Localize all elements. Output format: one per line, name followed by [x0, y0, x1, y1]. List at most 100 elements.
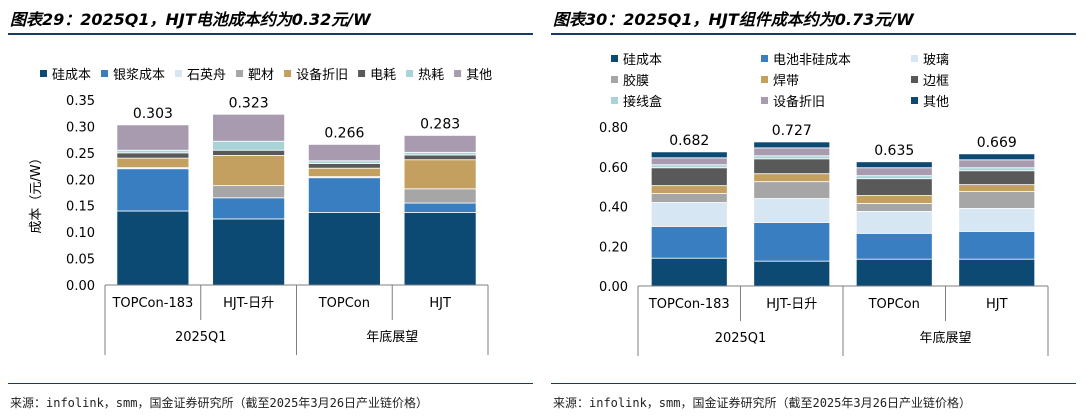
bar-total-label: 0.727: [772, 123, 812, 139]
bar-segment: [958, 167, 1036, 172]
legend-label: 电池非硅成本: [773, 53, 851, 68]
bar-segment: [753, 155, 831, 160]
y-tick-label: 0.80: [599, 121, 628, 136]
bar-segment: [307, 163, 381, 169]
x-tick-label: TOPCon: [868, 297, 920, 312]
legend-swatch: [175, 70, 183, 77]
y-tick-label: 0.10: [66, 226, 95, 241]
bar-segment: [855, 232, 933, 260]
source-divider: [8, 383, 533, 384]
bar-segment: [403, 202, 477, 213]
bar-segment: [116, 124, 190, 151]
y-tick-label: 0.05: [66, 253, 95, 268]
source-note: 来源：infolink，smm，国金证券研究所（截至2025年3月26日产业链价…: [553, 396, 972, 410]
bar-segment: [116, 157, 190, 169]
chart-title: 图表29：2025Q1，HJT电池成本约为0.32元/W: [10, 10, 371, 29]
legend-label: 硅成本: [623, 53, 662, 68]
cell-cost-chart-panel: 图表29：2025Q1，HJT电池成本约为0.32元/W 硅成本 银浆成本 石英舟 靶…: [8, 10, 533, 410]
bar-segment: [650, 185, 728, 194]
y-tick-label: 0.20: [66, 173, 95, 188]
bar-total-label: 0.682: [669, 133, 709, 149]
y-tick-label: 0.30: [66, 120, 95, 135]
legend-swatch: [761, 97, 768, 104]
bar-segment: [855, 258, 933, 287]
cell-cost-stacked-bar-chart: 硅成本 银浆成本 石英舟 靶材 设备折旧 电耗 热耗 其他 0.00 0.05 0.10 0.15 0.…: [29, 67, 492, 355]
bar-segment: [403, 212, 477, 286]
x-tick-label: HJT-日升: [766, 297, 817, 312]
bar-segment: [403, 188, 477, 204]
bar-segment: [753, 147, 831, 157]
bar-segment: [212, 185, 286, 199]
bar-segment: [753, 158, 831, 175]
legend-label: 接线盒: [623, 94, 662, 110]
legend-swatch: [761, 76, 768, 83]
bar-total-label: 0.303: [133, 106, 173, 122]
y-tick-label: 0.15: [66, 200, 95, 215]
legend-label: 胶膜: [623, 73, 649, 89]
x-group-label: 年底展望: [919, 330, 971, 346]
y-axis-label: 成本（元/W）: [29, 151, 44, 233]
legend-label: 电耗: [370, 68, 396, 83]
legend-label: 热耗: [418, 68, 444, 83]
x-tick-label: TOPCon-183: [111, 296, 193, 311]
bar-segment: [403, 154, 477, 161]
bar-segment: [753, 260, 831, 287]
legend-swatch: [911, 97, 918, 104]
legend-label: 硅成本: [52, 68, 91, 83]
bar-segment: [753, 181, 831, 199]
source-note: 来源：infolink，smm，国金证券研究所（截至2025年3月26日产业链价…: [10, 396, 429, 410]
x-group-label: 年底展望: [366, 329, 418, 345]
bar-segment: [650, 167, 728, 187]
bar-segment: [958, 170, 1036, 186]
bar-segment: [116, 210, 190, 286]
bar-segment: [753, 173, 831, 183]
bar-segment: [855, 167, 933, 177]
legend-swatch: [101, 70, 109, 77]
bar-segment: [307, 177, 381, 213]
legend-label: 边框: [923, 74, 949, 89]
bar-segment: [855, 203, 933, 212]
title-divider: [8, 33, 533, 35]
x-tick-label: TOPCon-183: [648, 297, 730, 312]
bar-total-label: 0.635: [874, 143, 914, 159]
bar-segment: [403, 159, 477, 190]
legend-swatch: [911, 76, 918, 83]
legend-swatch: [236, 70, 244, 77]
y-tick-label: 0.20: [599, 240, 628, 255]
bar-total-label: 0.283: [420, 116, 460, 132]
y-tick-label: 0.35: [66, 94, 95, 109]
y-tick-label: 0.60: [599, 161, 628, 176]
x-tick-label: HJT: [429, 296, 451, 311]
bar-segment: [855, 161, 933, 169]
legend-label: 银浆成本: [113, 68, 165, 83]
y-tick-label: 0.25: [66, 147, 95, 162]
bar-segment: [650, 225, 728, 259]
bar-segment: [212, 113, 286, 142]
bar-segment: [307, 167, 381, 178]
x-group-label: 2025Q1: [175, 330, 227, 345]
bar-segment: [855, 178, 933, 196]
bar-segment: [958, 208, 1036, 232]
legend-swatch: [911, 55, 918, 62]
bar-segment: [958, 258, 1036, 287]
bar-segment: [650, 157, 728, 166]
bar-segment: [212, 149, 286, 156]
bar-segment: [958, 230, 1036, 260]
bar-segment: [855, 195, 933, 204]
x-tick-label: TOPCon: [318, 296, 370, 311]
bar-total-label: 0.323: [229, 95, 269, 111]
bar-total-label: 0.266: [324, 125, 364, 141]
legend-label: 设备折旧: [773, 94, 825, 110]
bar-segment: [212, 218, 286, 286]
bar-segment: [650, 257, 728, 287]
bar-segment: [753, 221, 831, 262]
bar-segment: [958, 191, 1036, 209]
legend-swatch: [454, 70, 462, 77]
title-divider: [551, 33, 1076, 35]
y-tick-label: 0.40: [599, 201, 628, 216]
bar-segment: [116, 152, 190, 159]
legend-swatch: [611, 76, 618, 83]
bar-segment: [307, 212, 381, 286]
bar-segment: [855, 175, 933, 180]
legend-label: 其他: [923, 95, 949, 110]
